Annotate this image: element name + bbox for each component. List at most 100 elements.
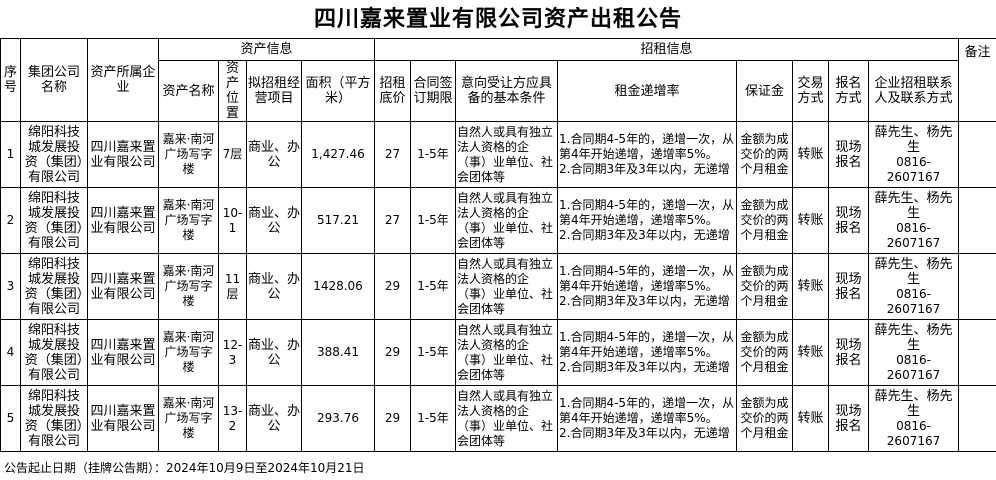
cell-seq: 4: [1, 320, 21, 386]
cell-owner: 四川嘉来置业有限公司: [88, 386, 159, 452]
cell-signup: 现场报名: [829, 320, 869, 386]
cell-purpose: 商业、办公: [247, 386, 302, 452]
header-conditions: 意向受让方应具备的基本条件: [456, 61, 558, 122]
header-seq: 序号: [1, 39, 21, 122]
rate-rule-1: 1.合同期4-5年的，递增一次，从第4年开始递增，递增率5%。: [559, 264, 735, 294]
header-location: 资产位置: [219, 61, 247, 122]
header-group: 集团公司名称: [21, 39, 88, 122]
cell-location: 7层: [219, 122, 247, 188]
cell-price: 27: [375, 188, 411, 254]
header-deposit: 保证金: [737, 61, 793, 122]
cell-trade: 转账: [793, 188, 829, 254]
cell-price: 29: [375, 320, 411, 386]
cell-trade: 转账: [793, 254, 829, 320]
cell-group: 绵阳科技城发展投资（集团）有限公司: [21, 386, 88, 452]
cell-location: 12-3: [219, 320, 247, 386]
rate-rule-2: 2.合同期3年及3年以内，无递增: [559, 228, 735, 243]
header-asset-name: 资产名称: [159, 61, 219, 122]
header-lease-info: 招租信息: [375, 39, 959, 61]
cell-signup: 现场报名: [829, 122, 869, 188]
rate-rule-1: 1.合同期4-5年的，递增一次，从第4年开始递增，递增率5%。: [559, 132, 735, 162]
header-trade: 交易方式: [793, 61, 829, 122]
cell-conditions: 自然人或具有独立法人资格的企（事）业单位、社会团体等: [456, 386, 558, 452]
rate-rule-1: 1.合同期4-5年的，递增一次，从第4年开始递增，递增率5%。: [559, 198, 735, 228]
contact-name: 薛先生、杨先生: [870, 191, 957, 221]
contact-phone: 0816-2607167: [870, 287, 957, 317]
cell-group: 绵阳科技城发展投资（集团）有限公司: [21, 188, 88, 254]
cell-term: 1-5年: [411, 320, 456, 386]
header-owner: 资产所属企业: [88, 39, 159, 122]
cell-deposit: 金额为成交价的两个月租金: [737, 320, 793, 386]
cell-rate: 1.合同期4-5年的，递增一次，从第4年开始递增，递增率5%。2.合同期3年及3…: [558, 254, 737, 320]
contact-name: 薛先生、杨先生: [870, 323, 957, 353]
header-price: 招租底价: [375, 61, 411, 122]
cell-remark: [959, 122, 996, 188]
cell-trade: 转账: [793, 122, 829, 188]
cell-signup: 现场报名: [829, 188, 869, 254]
cell-area: 1428.06: [302, 254, 375, 320]
cell-term: 1-5年: [411, 188, 456, 254]
cell-price: 27: [375, 122, 411, 188]
page-title: 四川嘉来置业有限公司资产出租公告: [0, 0, 996, 38]
cell-price: 29: [375, 386, 411, 452]
cell-location: 10-1: [219, 188, 247, 254]
cell-owner: 四川嘉来置业有限公司: [88, 320, 159, 386]
header-purpose: 拟招租经营项目: [247, 61, 302, 122]
cell-seq: 5: [1, 386, 21, 452]
cell-rate: 1.合同期4-5年的，递增一次，从第4年开始递增，递增率5%。2.合同期3年及3…: [558, 320, 737, 386]
contact-phone: 0816-2607167: [870, 155, 957, 185]
cell-rate: 1.合同期4-5年的，递增一次，从第4年开始递增，递增率5%。2.合同期3年及3…: [558, 188, 737, 254]
header-contact: 企业招租联系人及联系方式: [869, 61, 959, 122]
cell-signup: 现场报名: [829, 386, 869, 452]
contact-name: 薛先生、杨先生: [870, 257, 957, 287]
cell-conditions: 自然人或具有独立法人资格的企（事）业单位、社会团体等: [456, 254, 558, 320]
header-rate: 租金递增率: [558, 61, 737, 122]
header-term: 合同签订期限: [411, 61, 456, 122]
cell-asset-name: 嘉来·南河广场写字楼: [159, 254, 219, 320]
cell-rate: 1.合同期4-5年的，递增一次，从第4年开始递增，递增率5%。2.合同期3年及3…: [558, 386, 737, 452]
rate-rule-2: 2.合同期3年及3年以内，无递增: [559, 162, 735, 177]
cell-area: 388.41: [302, 320, 375, 386]
cell-purpose: 商业、办公: [247, 320, 302, 386]
cell-deposit: 金额为成交价的两个月租金: [737, 386, 793, 452]
cell-rate: 1.合同期4-5年的，递增一次，从第4年开始递增，递增率5%。2.合同期3年及3…: [558, 122, 737, 188]
header-remark: 备注: [959, 39, 996, 122]
announcement-period: 公告起止日期（挂牌公告期）：2024年10月9日至2024年10月21日: [0, 452, 996, 480]
cell-group: 绵阳科技城发展投资（集团）有限公司: [21, 320, 88, 386]
cell-asset-name: 嘉来·南河广场写字楼: [159, 188, 219, 254]
cell-conditions: 自然人或具有独立法人资格的企（事）业单位、社会团体等: [456, 122, 558, 188]
cell-purpose: 商业、办公: [247, 254, 302, 320]
cell-signup: 现场报名: [829, 254, 869, 320]
contact-name: 薛先生、杨先生: [870, 125, 957, 155]
cell-owner: 四川嘉来置业有限公司: [88, 254, 159, 320]
cell-price: 29: [375, 254, 411, 320]
contact-phone: 0816-2607167: [870, 221, 957, 251]
cell-conditions: 自然人或具有独立法人资格的企（事）业单位、社会团体等: [456, 320, 558, 386]
cell-group: 绵阳科技城发展投资（集团）有限公司: [21, 254, 88, 320]
cell-seq: 3: [1, 254, 21, 320]
cell-term: 1-5年: [411, 122, 456, 188]
rate-rule-2: 2.合同期3年及3年以内，无递增: [559, 360, 735, 375]
header-signup: 报名方式: [829, 61, 869, 122]
cell-remark: [959, 386, 996, 452]
cell-purpose: 商业、办公: [247, 188, 302, 254]
rate-rule-2: 2.合同期3年及3年以内，无递增: [559, 294, 735, 309]
cell-term: 1-5年: [411, 254, 456, 320]
cell-deposit: 金额为成交价的两个月租金: [737, 122, 793, 188]
cell-purpose: 商业、办公: [247, 122, 302, 188]
cell-owner: 四川嘉来置业有限公司: [88, 188, 159, 254]
cell-location: 11层: [219, 254, 247, 320]
cell-owner: 四川嘉来置业有限公司: [88, 122, 159, 188]
cell-asset-name: 嘉来·南河广场写字楼: [159, 386, 219, 452]
cell-asset-name: 嘉来·南河广场写字楼: [159, 320, 219, 386]
cell-remark: [959, 320, 996, 386]
